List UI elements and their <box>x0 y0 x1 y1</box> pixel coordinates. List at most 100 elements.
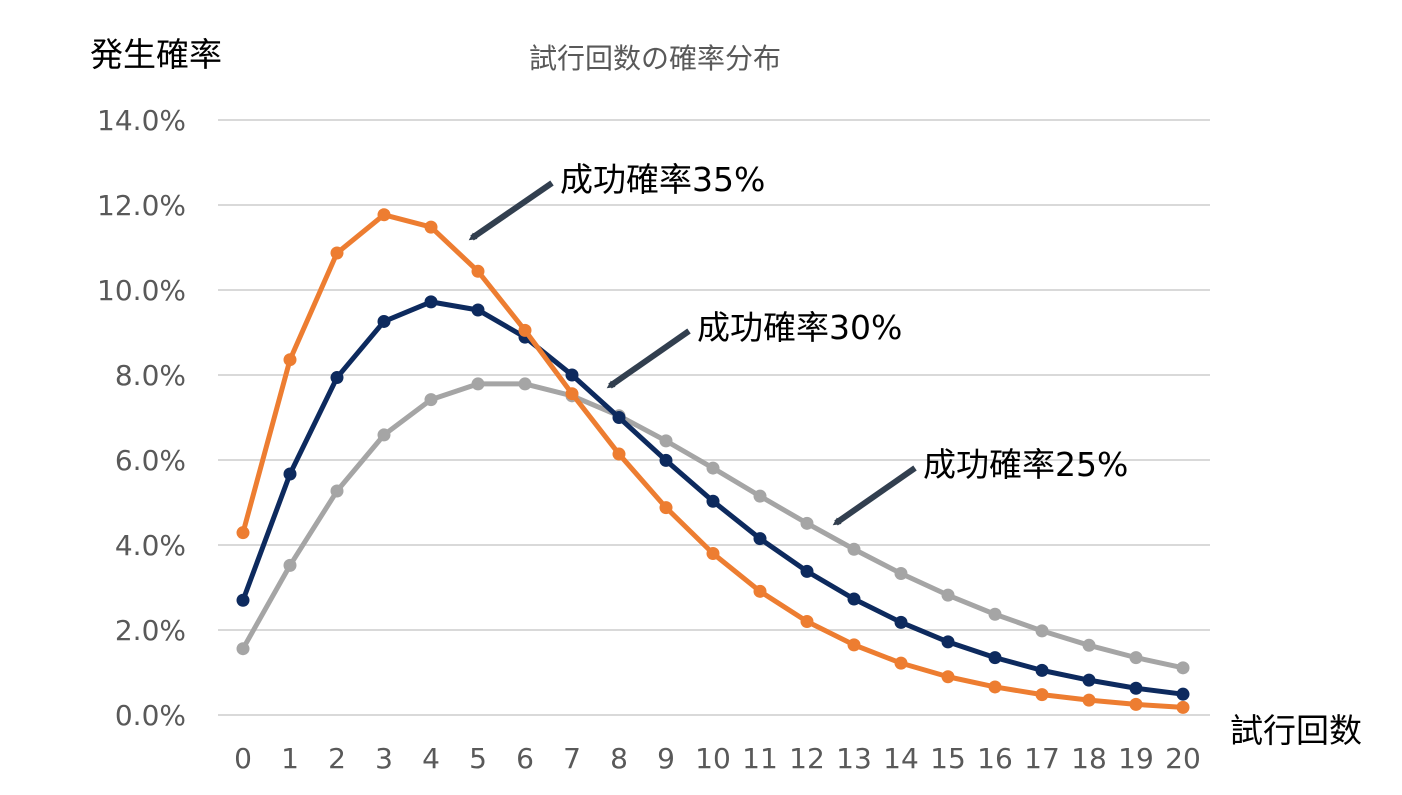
data-point <box>847 542 861 556</box>
chart-title: 試行回数の確率分布 <box>529 42 781 75</box>
data-point <box>706 494 720 508</box>
x-tick-label: 19 <box>1118 742 1154 775</box>
y-tick-label: 8.0% <box>115 359 186 392</box>
data-point <box>518 377 532 391</box>
data-point <box>1035 688 1049 702</box>
x-tick-label: 1 <box>281 742 299 775</box>
data-point <box>800 564 814 578</box>
series-lines <box>236 208 1190 714</box>
x-tick-label: 14 <box>883 742 919 775</box>
data-point <box>283 558 297 572</box>
data-point <box>612 447 626 461</box>
data-point <box>1082 673 1096 687</box>
x-tick-label: 16 <box>977 742 1013 775</box>
x-tick-label: 2 <box>328 742 346 775</box>
data-point <box>424 295 438 309</box>
data-point <box>471 264 485 278</box>
data-point <box>565 387 579 401</box>
data-point <box>1035 663 1049 677</box>
x-tick-label: 3 <box>375 742 393 775</box>
data-point <box>1082 638 1096 652</box>
x-tick-label: 13 <box>836 742 872 775</box>
data-point <box>941 588 955 602</box>
data-point <box>659 434 673 448</box>
gridlines <box>218 119 1210 716</box>
data-point <box>659 501 673 515</box>
series-p30 <box>236 295 1190 701</box>
data-point <box>1129 697 1143 711</box>
x-tick-label: 17 <box>1024 742 1060 775</box>
data-point <box>518 323 532 337</box>
x-tick-label: 7 <box>563 742 581 775</box>
x-axis-label: 試行回数 <box>1230 711 1362 750</box>
data-point <box>988 651 1002 665</box>
data-point <box>988 607 1002 621</box>
data-point <box>424 393 438 407</box>
data-point <box>236 526 250 540</box>
data-point <box>659 453 673 467</box>
data-point <box>988 680 1002 694</box>
x-axis-ticks: 0 1 2 3 4 5 6 7 8 9 10 11 12 13 14 15 16 17 18 19 20 <box>234 742 1201 775</box>
data-point <box>941 635 955 649</box>
annotations: 成功確率35% 成功確率30% 成功確率25% <box>468 160 1128 526</box>
annotation-label-25: 成功確率25% <box>923 445 1128 484</box>
annotation-label-35: 成功確率35% <box>560 160 765 199</box>
y-tick-label: 2.0% <box>115 614 186 647</box>
x-tick-label: 5 <box>469 742 487 775</box>
x-tick-label: 6 <box>516 742 534 775</box>
data-point <box>377 208 391 222</box>
y-tick-label: 6.0% <box>115 444 186 477</box>
data-point <box>894 656 908 670</box>
series-p35 <box>236 208 1190 714</box>
data-point <box>424 220 438 234</box>
data-point <box>1176 700 1190 714</box>
x-tick-label: 18 <box>1071 742 1107 775</box>
x-tick-label: 15 <box>930 742 966 775</box>
data-point <box>800 615 814 628</box>
x-tick-label: 4 <box>422 742 440 775</box>
data-point <box>565 368 579 382</box>
x-tick-label: 20 <box>1165 742 1201 775</box>
x-tick-label: 10 <box>695 742 731 775</box>
data-point <box>377 428 391 442</box>
y-tick-label: 10.0% <box>97 274 186 307</box>
data-point <box>283 353 297 367</box>
data-point <box>706 547 720 560</box>
data-point <box>800 516 814 530</box>
data-point <box>753 489 767 503</box>
annotation-arrow-35 <box>468 180 554 241</box>
data-point <box>706 461 720 475</box>
data-point <box>1176 687 1190 701</box>
x-tick-label: 11 <box>742 742 778 775</box>
y-axis-label: 発生確率 <box>90 35 222 74</box>
data-point <box>283 467 297 481</box>
x-tick-label: 9 <box>657 742 675 775</box>
data-point <box>330 371 344 385</box>
data-point <box>236 593 250 607</box>
data-point <box>612 411 626 424</box>
data-point <box>1082 693 1096 707</box>
y-axis-ticks: 0.0% 2.0% 4.0% 6.0% 8.0% 10.0% 12.0% 14.0% <box>97 104 186 732</box>
data-point <box>236 642 250 656</box>
x-tick-label: 8 <box>610 742 628 775</box>
y-tick-label: 14.0% <box>97 104 186 137</box>
x-tick-label: 12 <box>789 742 825 775</box>
data-point <box>941 670 955 684</box>
data-point <box>847 638 861 652</box>
data-point <box>1035 624 1049 638</box>
y-tick-label: 4.0% <box>115 529 186 562</box>
x-tick-label: 0 <box>234 742 252 775</box>
data-point <box>471 303 485 317</box>
data-point <box>471 377 485 391</box>
data-point <box>1129 681 1143 695</box>
data-point <box>753 584 767 598</box>
data-point <box>1129 651 1143 665</box>
data-point <box>894 566 908 580</box>
data-point <box>753 532 767 546</box>
annotation-arrow-30 <box>606 328 691 389</box>
data-point <box>330 484 344 498</box>
annotation-label-30: 成功確率30% <box>697 308 902 347</box>
y-tick-label: 12.0% <box>97 189 186 222</box>
data-point <box>377 314 391 328</box>
